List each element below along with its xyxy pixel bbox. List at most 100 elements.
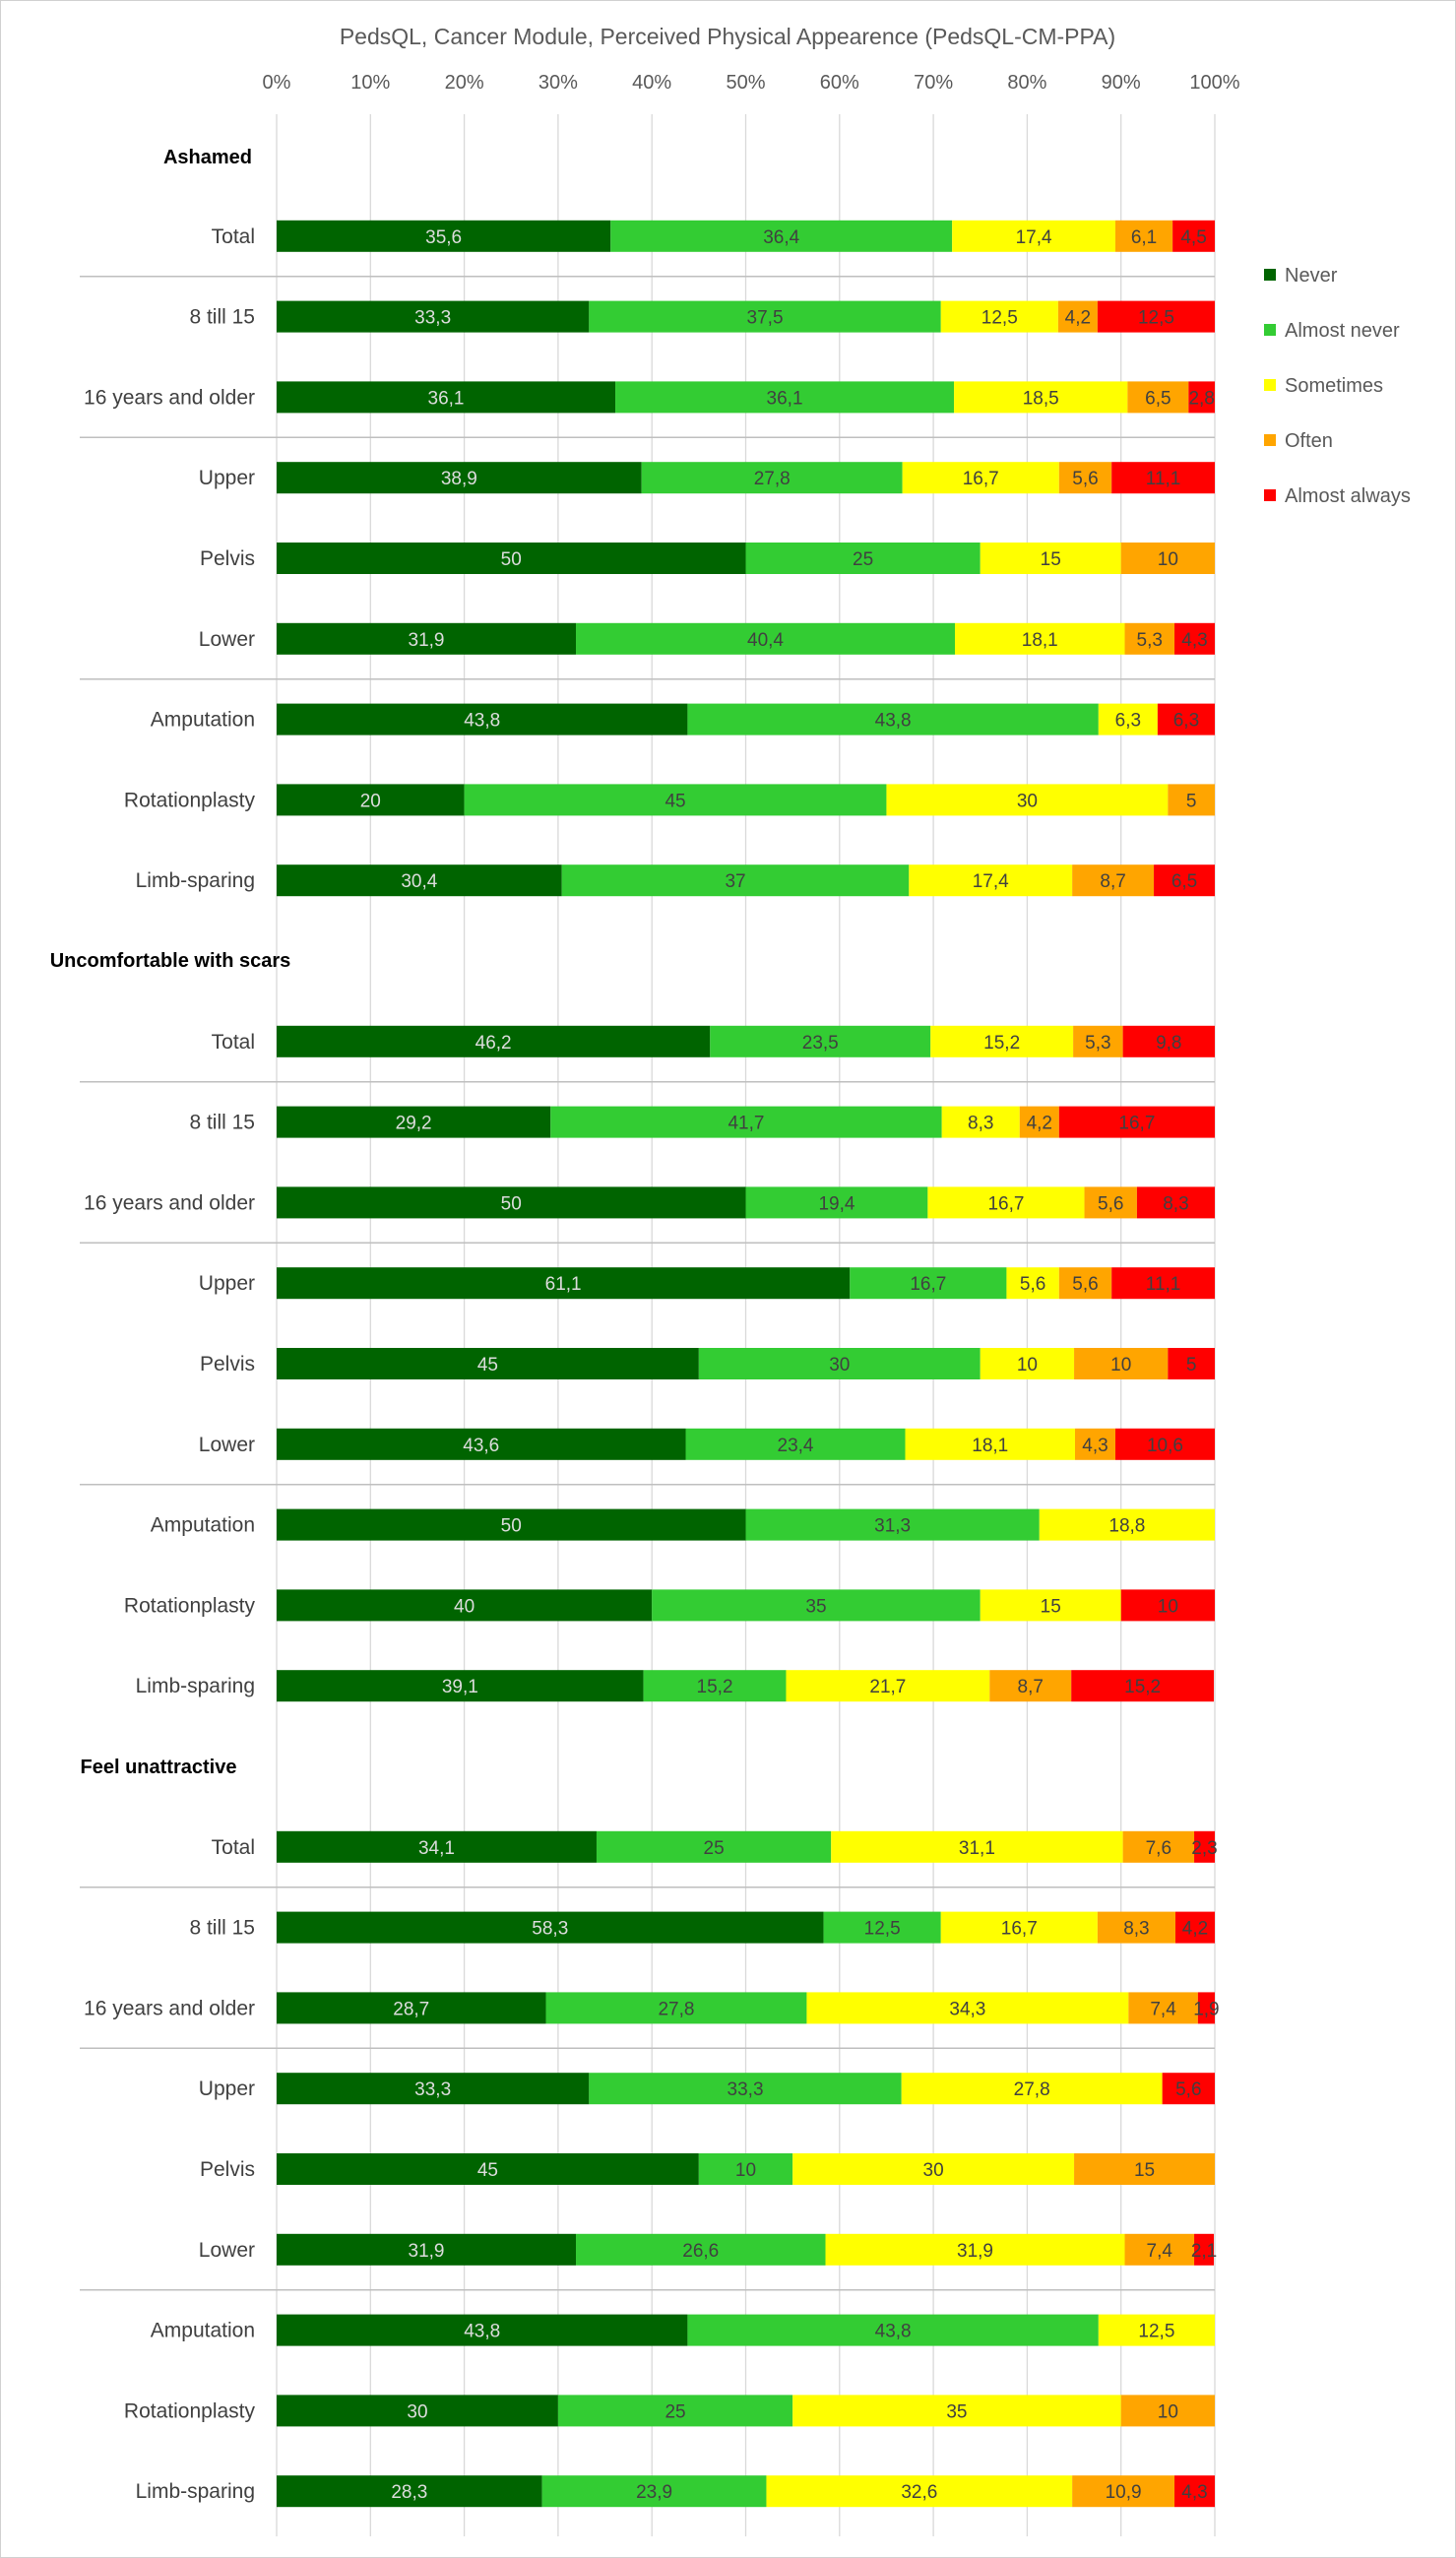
bar-data-label: 10 <box>1017 1355 1038 1375</box>
bar-segment <box>687 703 1099 735</box>
bar-data-label: 34,3 <box>949 1999 985 2019</box>
bar-segment <box>1058 462 1112 494</box>
bar-data-label: 5 <box>1186 791 1197 811</box>
bar-data-label: 4,3 <box>1181 630 1207 651</box>
bar-segment <box>1188 381 1215 414</box>
bar-segment <box>641 462 903 494</box>
bar-data-label: 5,3 <box>1085 1033 1110 1054</box>
x-tick-label: 80% <box>1007 72 1046 94</box>
bar-segment <box>561 864 910 897</box>
bar-segment <box>277 543 746 574</box>
bar-data-label: 33,3 <box>414 308 451 329</box>
bar-data-label: 10,9 <box>1106 2482 1142 2503</box>
bar-data-label: 10 <box>735 2160 756 2181</box>
bar-segment <box>1122 1025 1215 1057</box>
bar-segment <box>277 1106 551 1138</box>
bar-data-label: 36,1 <box>767 388 803 409</box>
bar-data-label: 8,7 <box>1018 1677 1044 1697</box>
bar-segment <box>980 1589 1121 1622</box>
bar-segment <box>643 1670 787 1702</box>
group-heading: Ashamed <box>163 147 252 168</box>
legend-label: Almost always <box>1285 485 1411 507</box>
bar-segment <box>823 1911 941 1944</box>
bar-data-label: 5,3 <box>1137 630 1163 651</box>
legend-label: Almost never <box>1285 320 1400 342</box>
category-label: 16 years and older <box>84 386 255 409</box>
category-label: Limb-sparing <box>136 2480 255 2503</box>
bar-segment <box>557 2395 793 2427</box>
bar-segment <box>954 381 1128 414</box>
bar-data-label: 37,5 <box>747 308 784 329</box>
category-label: Total <box>212 1031 255 1054</box>
bar-data-label: 18,1 <box>972 1436 1008 1456</box>
category-label: Lower <box>199 628 255 651</box>
gridlines <box>276 114 1216 2536</box>
bar-segment <box>610 220 953 252</box>
bar-data-label: 30,4 <box>401 871 437 892</box>
bar-segment <box>1098 703 1158 735</box>
bar-segment <box>1194 1830 1215 1863</box>
bar-data-label: 10 <box>1110 1355 1131 1375</box>
legend-label: Sometimes <box>1285 375 1383 397</box>
bar-data-label: 12,5 <box>1138 308 1174 329</box>
bar-segment <box>1097 300 1215 333</box>
bar-data-label: 10,6 <box>1147 1436 1183 1456</box>
category-label: Amputation <box>151 1514 255 1537</box>
bar-segment <box>1073 1025 1123 1057</box>
bar-segment <box>980 543 1121 574</box>
category-label: Lower <box>199 1434 255 1456</box>
row-separators <box>80 275 1215 2291</box>
bar-segment <box>905 1428 1076 1460</box>
bar-segment <box>1157 703 1215 735</box>
bar-segment <box>1120 2395 1215 2427</box>
bar-data-label: 12,5 <box>864 1919 901 1940</box>
bar-data-label: 43,8 <box>875 711 912 732</box>
bar-data-label: 27,8 <box>1014 2079 1050 2100</box>
bar-segment <box>277 2395 558 2427</box>
bar-data-label: 6,5 <box>1171 871 1197 892</box>
bar-data-label: 17,4 <box>1016 227 1052 248</box>
category-label: 16 years and older <box>84 1997 255 2019</box>
x-tick-label: 70% <box>914 72 953 94</box>
bar-data-label: 30 <box>407 2401 427 2422</box>
bar-data-label: 36,1 <box>428 388 465 409</box>
bar-segment <box>1168 784 1215 816</box>
chart-title: PedsQL, Cancer Module, Perceived Physica… <box>340 24 1115 49</box>
bar-segment <box>792 2153 1075 2185</box>
category-label: Amputation <box>151 709 255 732</box>
x-tick-label: 30% <box>538 72 578 94</box>
bar-segment <box>850 1267 1007 1300</box>
bar-data-label: 31,9 <box>409 2241 445 2262</box>
bar-data-label: 21,7 <box>869 1677 906 1697</box>
bar-data-label: 8,3 <box>968 1114 993 1134</box>
bar-segment <box>886 784 1169 816</box>
bar-segments <box>277 220 1215 2508</box>
bar-data-label: 34,1 <box>418 1838 455 1859</box>
bar-data-label: 50 <box>501 1193 522 1214</box>
bar-data-label: 30 <box>923 2160 944 2181</box>
bar-segment <box>1154 864 1215 897</box>
bar-segment <box>652 1589 981 1622</box>
bar-data-label: 25 <box>853 549 873 570</box>
bar-data-label: 6,3 <box>1115 711 1141 732</box>
bar-segment <box>1174 622 1215 655</box>
x-tick-label: 10% <box>350 72 390 94</box>
bar-segment <box>806 1992 1129 2024</box>
bar-segment <box>589 2073 902 2105</box>
bar-segment <box>1162 2073 1215 2105</box>
bar-segment <box>1114 1428 1215 1460</box>
bar-segment <box>277 2153 699 2185</box>
category-label: 8 till 15 <box>189 306 255 329</box>
group-headings: Ashamed Uncomfortable with scars Feel unat… <box>50 147 291 1778</box>
bar-segment <box>1111 1267 1215 1300</box>
bar-data-label: 7,6 <box>1146 1838 1171 1859</box>
bar-data-label: 30 <box>1017 791 1038 811</box>
bar-data-label: 9,8 <box>1156 1033 1181 1054</box>
bar-data-label: 2,3 <box>1191 1838 1217 1859</box>
bar-segment <box>1084 1186 1137 1219</box>
category-label: Upper <box>199 1272 255 1295</box>
category-label: Limb-sparing <box>136 1675 255 1697</box>
bar-data-label: 50 <box>501 549 522 570</box>
bar-data-label: 18,5 <box>1023 388 1059 409</box>
